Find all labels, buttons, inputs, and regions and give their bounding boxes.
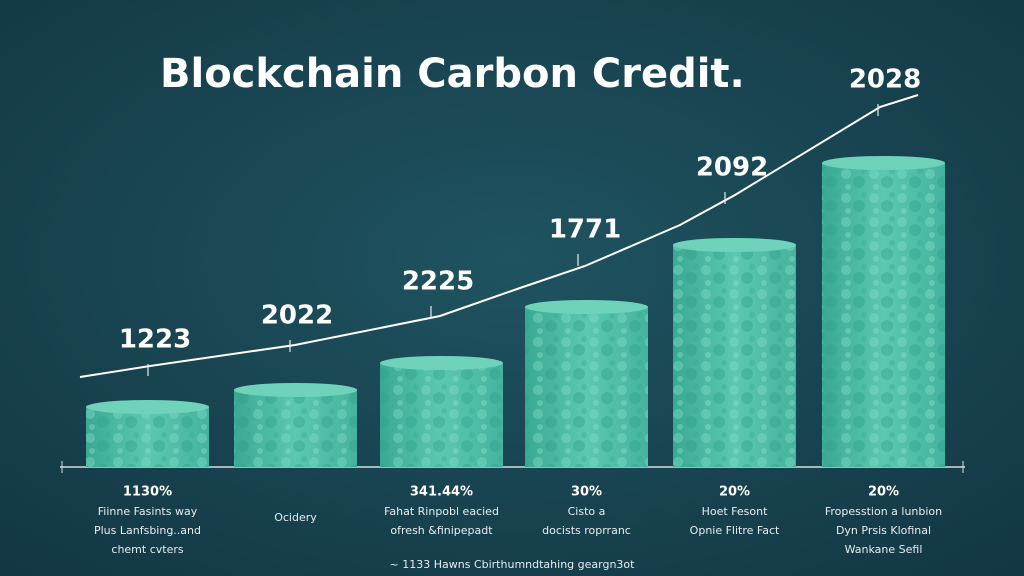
bar-texture (822, 163, 945, 467)
bar-top (525, 300, 648, 314)
category-label: Cisto a (568, 505, 606, 518)
category-label: ofresh &finipepadt (390, 524, 493, 537)
category-label: Fropesstion a lunbion (825, 505, 942, 518)
category-label: Fahat Rinpobl eacied (384, 505, 499, 518)
category-label: Opnie Flitre Fact (690, 524, 780, 537)
category-label: docists roprranc (542, 524, 631, 537)
bar-texture (234, 390, 357, 467)
category-label: Hoet Fesont (702, 505, 769, 518)
bar-texture (86, 407, 209, 467)
footer: ~ 1133 Hawns Cbirthumndtahing geargn3ot (390, 558, 636, 571)
category-label: Dyn Prsis Klofinal (836, 524, 931, 537)
top-label: 2022 (261, 301, 333, 331)
trend-line (79, 94, 919, 378)
top-label: 2225 (402, 267, 474, 297)
bar-top (822, 156, 945, 170)
bar-top (234, 383, 357, 397)
percent-label: 30% (571, 485, 602, 500)
category-label: chemt cvters (111, 543, 183, 556)
percent-label: 341.44% (410, 485, 473, 500)
bar-top (380, 356, 503, 370)
bar-texture (525, 307, 648, 467)
top-label: 2092 (696, 153, 768, 183)
bar-top (673, 238, 796, 252)
top-label: 1223 (119, 325, 191, 355)
percent-label: 20% (868, 485, 899, 500)
category-label: Fiinne Fasints way (98, 505, 198, 518)
category-label: Ocidery (274, 511, 317, 524)
bar-top (86, 400, 209, 414)
category-label: Plus Lanfsbing..and (94, 524, 201, 537)
bar-texture (380, 363, 503, 467)
bar-texture (673, 245, 796, 467)
top-label: 1771 (549, 215, 621, 245)
category-label: Wankane Sefil (845, 543, 923, 556)
percent-label: 1130% (123, 485, 172, 500)
percent-label: 20% (719, 485, 750, 500)
chart-title: Blockchain Carbon Credit. (160, 51, 745, 97)
top-label: 2028 (849, 65, 921, 95)
